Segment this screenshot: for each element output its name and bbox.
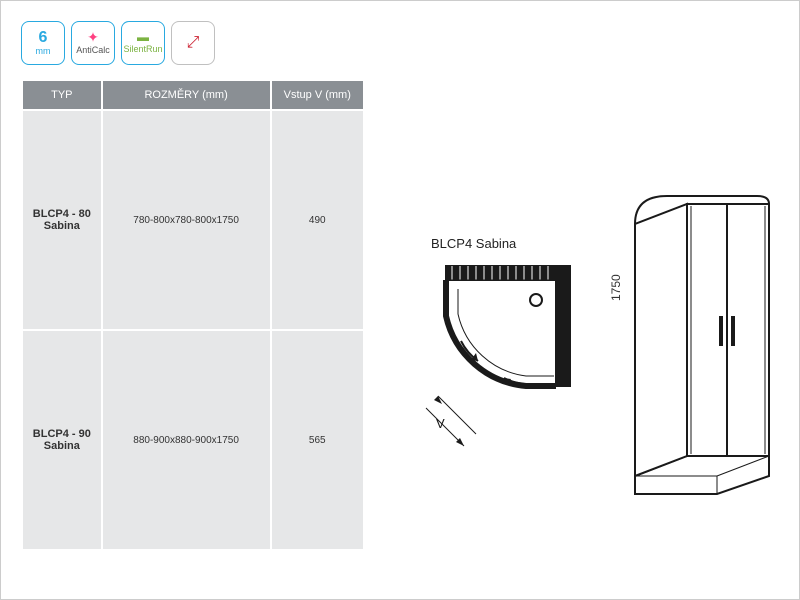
cell-typ: BLCP4 - 80 Sabina: [22, 110, 102, 330]
badge-thickness: 6 mm: [21, 21, 65, 65]
cell-rozmery: 780-800x780-800x1750: [102, 110, 271, 330]
cell-rozmery: 880-900x880-900x1750: [102, 330, 271, 550]
badge-unit: mm: [36, 47, 51, 57]
front-view-diagram: [627, 176, 777, 496]
badge-label: SilentRun: [123, 45, 162, 55]
plan-view-label: BLCP4 Sabina: [431, 236, 516, 251]
feature-badges: 6 mm ✦ AntiCalc ▬ SilentRun ⤢: [21, 21, 215, 65]
col-vstup: Vstup V (mm): [271, 80, 364, 110]
badge-label: AntiCalc: [76, 46, 110, 56]
cell-vstup: 490: [271, 110, 364, 330]
cell-vstup: 565: [271, 330, 364, 550]
opening-icon: ⤢: [187, 34, 200, 52]
cell-typ: BLCP4 - 90 Sabina: [22, 330, 102, 550]
badge-opening: ⤢: [171, 21, 215, 65]
silentrun-icon: ▬: [137, 31, 149, 44]
col-rozmery: ROZMĚRY (mm): [102, 80, 271, 110]
anticalc-icon: ✦: [87, 30, 99, 45]
badge-silentrun: ▬ SilentRun: [121, 21, 165, 65]
table-row: BLCP4 - 90 Sabina 880-900x880-900x1750 5…: [22, 330, 364, 550]
badge-anticalc: ✦ AntiCalc: [71, 21, 115, 65]
badge-val: 6: [39, 29, 48, 47]
plan-view-diagram: V: [406, 256, 586, 456]
spec-table: TYP ROZMĚRY (mm) Vstup V (mm) BLCP4 - 80…: [21, 79, 365, 551]
col-typ: TYP: [22, 80, 102, 110]
entry-v-label: V: [436, 416, 445, 431]
table-row: BLCP4 - 80 Sabina 780-800x780-800x1750 4…: [22, 110, 364, 330]
product-spec-sheet: 6 mm ✦ AntiCalc ▬ SilentRun ⤢ TYP ROZMĚR…: [0, 0, 800, 600]
height-dimension: 1750: [609, 274, 623, 301]
